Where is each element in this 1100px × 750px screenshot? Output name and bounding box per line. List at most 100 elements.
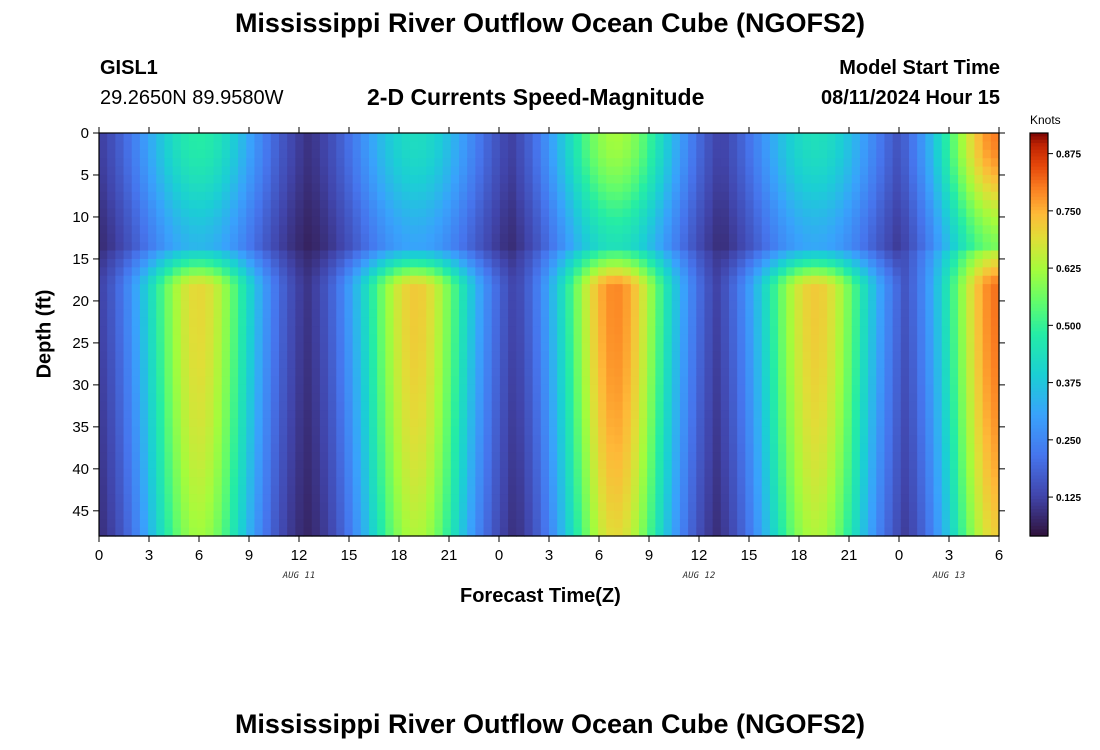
heatmap-cell xyxy=(221,242,231,252)
heatmap-cell xyxy=(467,435,476,445)
heatmap-cell xyxy=(540,300,550,310)
heatmap-cell xyxy=(835,242,845,252)
heatmap-cell xyxy=(172,359,182,369)
heatmap-cell xyxy=(630,527,640,537)
heatmap-cell xyxy=(221,452,231,462)
heatmap-cell xyxy=(900,216,910,226)
heatmap-cell xyxy=(557,183,566,193)
heatmap-cell xyxy=(450,166,460,176)
heatmap-cell xyxy=(254,452,264,462)
heatmap-cell xyxy=(532,460,542,470)
heatmap-cell xyxy=(769,200,779,210)
heatmap-cell xyxy=(655,174,665,184)
heatmap-cell xyxy=(131,133,141,142)
heatmap-cell xyxy=(851,494,861,504)
heatmap-cell xyxy=(589,351,599,361)
heatmap-cell xyxy=(647,351,656,361)
heatmap-cell xyxy=(647,133,656,142)
heatmap-cell xyxy=(532,275,542,285)
heatmap-cell xyxy=(557,191,566,201)
heatmap-cell xyxy=(745,435,755,445)
heatmap-cell xyxy=(671,426,681,436)
heatmap-cell xyxy=(737,242,746,252)
heatmap-cell xyxy=(336,334,346,344)
heatmap-cell xyxy=(729,519,738,529)
heatmap-cell xyxy=(434,443,444,453)
heatmap-cell xyxy=(704,368,714,378)
heatmap-cell xyxy=(499,510,509,520)
heatmap-cell xyxy=(540,485,550,495)
heatmap-cell xyxy=(941,275,951,285)
heatmap-cell xyxy=(442,485,452,495)
heatmap-cell xyxy=(868,141,877,151)
heatmap-cell xyxy=(475,300,485,310)
heatmap-cell xyxy=(557,477,566,487)
heatmap-cell xyxy=(802,401,812,411)
heatmap-cell xyxy=(148,258,157,268)
heatmap-cell xyxy=(851,216,861,226)
heatmap-cell xyxy=(589,200,599,210)
heatmap-cell xyxy=(892,527,902,537)
heatmap-cell xyxy=(189,510,198,520)
heatmap-cell xyxy=(589,468,599,478)
heatmap-cell xyxy=(729,477,738,487)
heatmap-cell xyxy=(729,309,738,319)
heatmap-cell xyxy=(491,200,501,210)
heatmap-cell xyxy=(295,292,305,302)
heatmap-cell xyxy=(598,418,607,428)
heatmap-cell xyxy=(532,510,542,520)
heatmap-cell xyxy=(851,166,861,176)
heatmap-cell xyxy=(704,200,714,210)
heatmap-cell xyxy=(769,334,779,344)
heatmap-cell xyxy=(450,216,460,226)
heatmap-cell xyxy=(303,300,313,310)
heatmap-cell xyxy=(581,133,591,142)
heatmap-cell xyxy=(213,267,223,277)
heatmap-cell xyxy=(835,166,845,176)
heatmap-cell xyxy=(868,494,877,504)
heatmap-cell xyxy=(131,401,141,411)
heatmap-cell xyxy=(925,267,935,277)
heatmap-cell xyxy=(369,351,378,361)
heatmap-cell xyxy=(565,326,575,336)
heatmap-cell xyxy=(213,183,223,193)
heatmap-cell xyxy=(598,468,607,478)
heatmap-cell xyxy=(794,510,804,520)
heatmap-cell xyxy=(180,309,190,319)
heatmap-cell xyxy=(647,183,656,193)
heatmap-cell xyxy=(598,401,607,411)
heatmap-cell xyxy=(925,376,935,386)
heatmap-cell xyxy=(647,468,656,478)
heatmap-cell xyxy=(401,376,411,386)
heatmap-cell xyxy=(696,250,706,260)
heatmap-cell xyxy=(769,216,779,226)
heatmap-cell xyxy=(352,149,362,159)
heatmap-cell xyxy=(205,267,215,277)
heatmap-cell xyxy=(499,191,509,201)
heatmap-cell xyxy=(303,443,313,453)
heatmap-cell xyxy=(802,351,812,361)
heatmap-cell xyxy=(557,527,566,537)
heatmap-cell xyxy=(99,317,108,327)
heatmap-cell xyxy=(688,502,697,512)
heatmap-cell xyxy=(598,359,607,369)
heatmap-cell xyxy=(418,174,427,184)
heatmap-cell xyxy=(933,410,943,420)
heatmap-cell xyxy=(393,208,403,218)
heatmap-cell xyxy=(409,384,419,394)
heatmap-cell xyxy=(769,267,779,277)
heatmap-cell xyxy=(827,300,836,310)
heatmap-cell xyxy=(532,300,542,310)
heatmap-cell xyxy=(729,267,738,277)
heatmap-cell xyxy=(573,250,583,260)
heatmap-cell xyxy=(139,166,149,176)
heatmap-cell xyxy=(270,284,280,294)
heatmap-cell xyxy=(671,418,681,428)
heatmap-cell xyxy=(197,242,206,252)
heatmap-cell xyxy=(769,485,779,495)
heatmap-cell xyxy=(254,267,264,277)
heatmap-cell xyxy=(238,166,247,176)
heatmap-cell xyxy=(508,225,517,235)
heatmap-cell xyxy=(819,309,828,319)
heatmap-cell xyxy=(835,250,845,260)
